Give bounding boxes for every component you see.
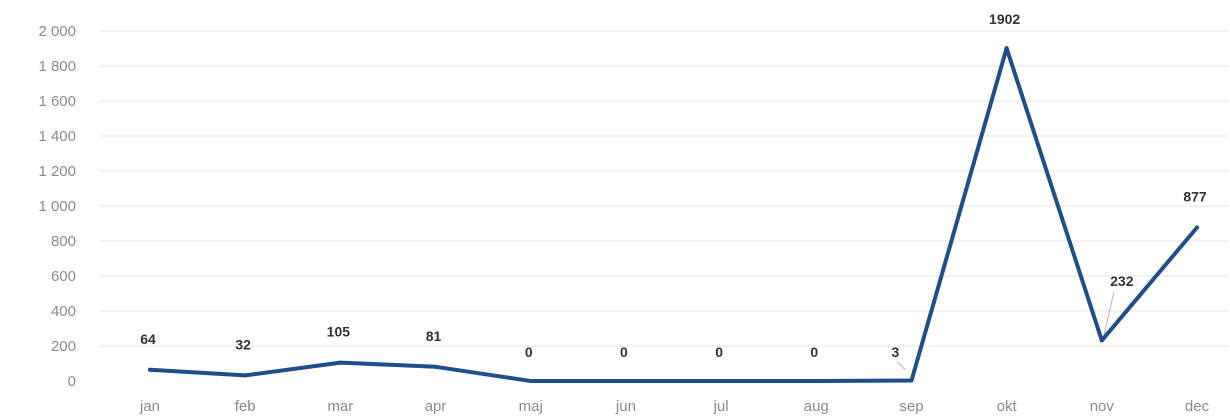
leader-line — [897, 361, 906, 371]
data-label-leader-lines — [897, 291, 1115, 371]
y-tick-label: 1 200 — [38, 163, 76, 180]
data-point — [148, 367, 152, 372]
x-tick-label: sep — [899, 398, 923, 415]
data-point — [433, 364, 438, 369]
x-tick-label: nov — [1090, 398, 1115, 415]
y-tick-label: 600 — [51, 268, 76, 285]
x-tick-label: jun — [615, 398, 636, 415]
series-layer — [148, 46, 1199, 383]
y-tick-label: 200 — [51, 338, 76, 355]
y-tick-label: 1 400 — [38, 128, 76, 145]
y-tick-label: 2 000 — [38, 23, 76, 40]
x-tick-label: maj — [519, 398, 543, 415]
leader-line — [1103, 291, 1115, 337]
x-tick-label: mar — [327, 398, 353, 415]
y-tick-label: 1 000 — [38, 198, 76, 215]
x-tick-label: jan — [139, 398, 160, 415]
data-point — [1004, 46, 1009, 51]
data-point — [338, 360, 343, 365]
x-tick-label: feb — [235, 398, 256, 415]
x-tick-label: jul — [713, 398, 729, 415]
data-label: 877 — [1183, 189, 1207, 205]
x-tick-label: dec — [1185, 398, 1210, 415]
data-label: 0 — [715, 344, 723, 360]
x-tick-label: aug — [804, 398, 829, 415]
y-tick-label: 1 800 — [38, 58, 76, 75]
data-label: 0 — [620, 344, 628, 360]
y-axis-tick-labels: 0 200 400 600 800 1 000 1 200 1 400 1 600 1 800 2 … — [38, 23, 76, 390]
x-tick-label: okt — [997, 398, 1018, 415]
data-point — [243, 373, 248, 378]
x-tick-label: apr — [425, 398, 447, 415]
gridlines — [100, 30, 1228, 347]
data-label: 1902 — [989, 11, 1020, 27]
data-point — [909, 378, 914, 383]
data-label: 81 — [426, 328, 442, 344]
data-point — [719, 379, 724, 383]
y-tick-label: 400 — [51, 303, 76, 320]
data-point — [623, 379, 628, 383]
data-label: 0 — [525, 344, 533, 360]
data-labels: 64 32 105 81 0 0 0 0 3 1902 232 877 — [140, 11, 1207, 360]
series-line — [148, 46, 1199, 383]
data-label: 32 — [235, 336, 251, 352]
data-label: 232 — [1110, 273, 1134, 289]
y-tick-label: 1 600 — [38, 93, 76, 110]
y-tick-label: 800 — [51, 233, 76, 250]
data-label: 105 — [327, 324, 351, 340]
data-point — [814, 379, 819, 383]
x-axis-tick-labels: jan feb mar apr maj jun jul aug sep okt nov dec — [139, 398, 1210, 415]
data-point — [1099, 338, 1104, 343]
data-label: 3 — [892, 344, 900, 360]
data-label: 64 — [140, 331, 156, 347]
data-point — [528, 379, 533, 383]
data-point — [1195, 225, 1199, 230]
data-label: 0 — [810, 344, 818, 360]
y-tick-label: 0 — [68, 373, 76, 390]
